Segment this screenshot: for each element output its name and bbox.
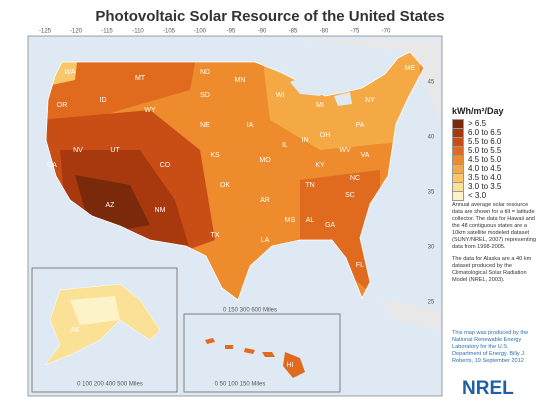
state-label: NY — [365, 97, 375, 104]
latitude-label: 35 — [428, 190, 435, 196]
legend-title: kWh/m²/Day — [452, 106, 504, 116]
latitude-label: 30 — [428, 245, 435, 251]
hawaii-inset — [183, 313, 341, 393]
scale-label: 0 50 100 150 Miles — [215, 382, 266, 388]
state-label: IN — [302, 137, 309, 144]
state-label: OR — [57, 102, 68, 109]
state-label: TN — [305, 182, 314, 189]
map-title: Photovoltaic Solar Resource of the Unite… — [95, 8, 445, 25]
state-label: AL — [306, 217, 315, 224]
credit: This map was produced by the National Re… — [452, 330, 529, 364]
longitude-label: -75 — [351, 29, 360, 35]
legend: kWh/m²/Day > 6.5 6.0 to 6.5 5.5 to 6.0 5.0 … — [452, 106, 536, 201]
longitude-label: -120 — [70, 29, 83, 35]
canada — [300, 40, 440, 120]
state-label: FL — [356, 262, 364, 269]
zone — [70, 296, 120, 325]
state-label: SC — [345, 192, 355, 199]
state-label: PA — [356, 122, 365, 129]
state-label: GA — [325, 222, 335, 229]
hawaii — [205, 338, 305, 378]
legend-item: 6.0 to 6.5 — [452, 127, 536, 138]
longitude-label: -125 — [39, 29, 52, 35]
zone — [75, 175, 150, 232]
longitude-label: -90 — [258, 29, 267, 35]
state-label: AK — [70, 327, 80, 334]
legend-item: 5.0 to 5.5 — [452, 145, 536, 156]
state-label: UT — [110, 147, 120, 154]
legend-item: > 6.5 — [452, 118, 536, 129]
note: Annual average solar resource data are s… — [452, 202, 536, 250]
state-label: HI — [287, 362, 294, 369]
scale-label: 0 150 300 600 Miles — [223, 308, 277, 314]
state-label: WV — [339, 147, 351, 154]
legend-swatch — [452, 190, 464, 201]
longitude-label: -115 — [101, 29, 113, 35]
longitude-label: -80 — [320, 29, 329, 35]
state-label: OK — [220, 182, 230, 189]
scale-label: 0 100 200 400 500 Miles — [77, 382, 143, 388]
latitude-label: 25 — [428, 300, 435, 306]
legend-label: 5.5 to 6.0 — [468, 137, 502, 146]
state-label: NV — [73, 147, 83, 154]
state-label: NE — [200, 122, 210, 129]
notes: Annual average solar resource data are s… — [452, 202, 536, 289]
longitude-label: -95 — [227, 29, 236, 35]
state-label: ID — [100, 97, 107, 104]
legend-label: 4.0 to 4.5 — [468, 164, 502, 173]
longitude-label: -70 — [382, 29, 391, 35]
state-label: OH — [320, 132, 331, 139]
state-label: WY — [144, 107, 156, 114]
state-label: KS — [210, 152, 220, 159]
caribbean — [380, 300, 440, 330]
state-label: MI — [316, 102, 324, 109]
longitude-label: -100 — [194, 29, 207, 35]
legend-label: 6.0 to 6.5 — [468, 128, 502, 137]
state-label: LA — [261, 237, 270, 244]
latitude-label: 40 — [428, 135, 435, 141]
legend-label: < 3.0 — [468, 191, 487, 200]
legend-item: < 3.0 — [452, 190, 536, 201]
legend-item: 3.0 to 3.5 — [452, 181, 536, 192]
legend-item: 5.5 to 6.0 — [452, 136, 536, 147]
legend-label: 5.0 to 5.5 — [468, 146, 502, 155]
longitude-label: -105 — [163, 29, 176, 35]
state-label: TX — [211, 232, 220, 239]
zone — [300, 170, 380, 300]
state-label: IA — [247, 122, 254, 129]
state-label: IL — [282, 142, 288, 149]
state-label: CA — [47, 162, 57, 169]
state-label: WI — [276, 92, 285, 99]
longitude-label: -110 — [132, 29, 144, 35]
logo: NREL — [462, 378, 514, 399]
legend-item: 4.5 to 5.0 — [452, 154, 536, 165]
legend-item: 4.0 to 4.5 — [452, 163, 536, 174]
state-label: MN — [235, 77, 246, 84]
state-label: AZ — [106, 202, 116, 209]
legend-label: > 6.5 — [468, 119, 487, 128]
note: The data for Alaska are a 40 km dataset … — [452, 256, 532, 283]
latitude-label: 45 — [428, 80, 435, 86]
legend-item: 3.5 to 4.0 — [452, 172, 536, 183]
great-lakes — [290, 74, 352, 106]
state-label: MT — [135, 75, 146, 82]
state-label: ND — [200, 69, 210, 76]
legend-label: 3.5 to 4.0 — [468, 173, 502, 182]
state-label: SD — [200, 92, 210, 99]
longitude-label: -85 — [289, 29, 298, 35]
state-label: ME — [405, 65, 416, 72]
state-label: MS — [285, 217, 296, 224]
state-label: MO — [259, 157, 271, 164]
legend-label: 3.0 to 3.5 — [468, 182, 502, 191]
state-label: AR — [260, 197, 270, 204]
state-label: KY — [315, 162, 325, 169]
state-label: VA — [361, 152, 370, 159]
legend-label: 4.5 to 5.0 — [468, 155, 502, 164]
state-label: CO — [160, 162, 171, 169]
state-label: NM — [155, 207, 166, 214]
state-label: WA — [64, 69, 75, 76]
state-label: NC — [350, 175, 360, 182]
